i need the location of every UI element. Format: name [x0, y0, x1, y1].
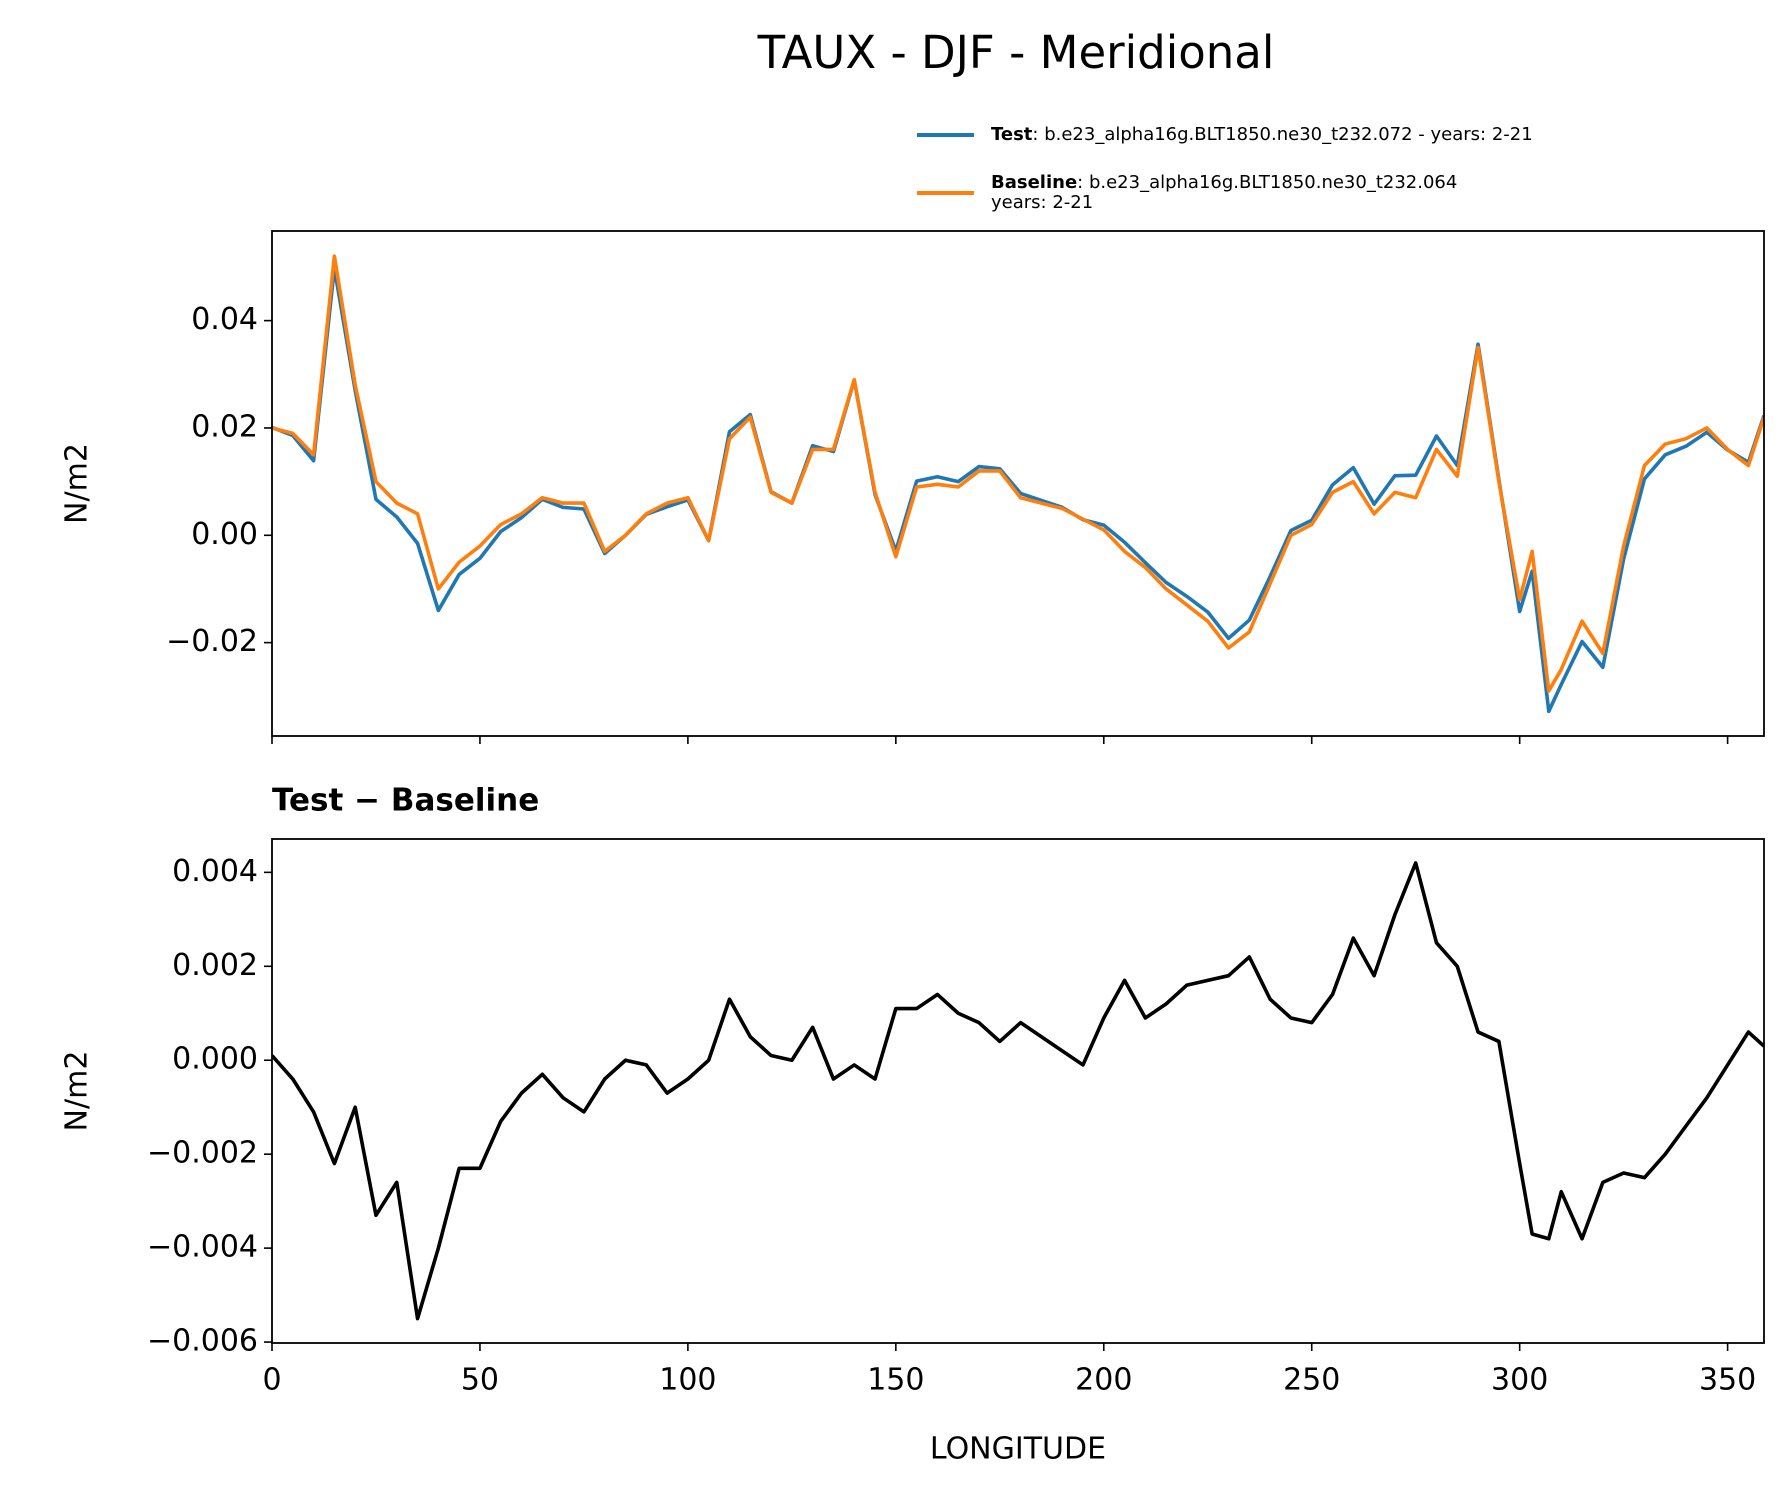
legend-name: Baseline [991, 172, 1077, 193]
x-tick-label: 300 [1491, 1363, 1548, 1398]
legend-entry: Test: b.e23_alpha16g.BLT1850.ne30_t232.0… [991, 124, 1533, 145]
y-tick-label: 0.04 [191, 302, 258, 337]
y-tick-label: 0.002 [172, 948, 258, 983]
y-tick-label: −0.006 [147, 1324, 258, 1359]
x-tick-label: 150 [867, 1363, 924, 1398]
axes-frame [271, 838, 1765, 1344]
y-axis-label: N/m2 [60, 1051, 95, 1132]
y-tick-label: 0.004 [172, 854, 258, 889]
data-line [272, 254, 1764, 693]
data-line [272, 861, 1764, 1321]
x-tick-label: 100 [659, 1363, 716, 1398]
legend-label: : b.e23_alpha16g.BLT1850.ne30_t232.064 [1077, 172, 1457, 193]
x-axis-label: LONGITUDE [930, 1432, 1106, 1467]
axes-frame [271, 230, 1765, 737]
x-tick-label: 350 [1699, 1363, 1756, 1398]
x-tick-label: 250 [1283, 1363, 1340, 1398]
y-tick-label: −0.002 [147, 1136, 258, 1171]
y-tick-label: −0.004 [147, 1230, 258, 1265]
y-tick-label: 0.02 [191, 409, 258, 444]
legend-entry: Baseline: b.e23_alpha16g.BLT1850.ne30_t2… [991, 172, 1457, 193]
x-tick-label: 0 [262, 1363, 281, 1398]
legend-label: years: 2-21 [991, 192, 1093, 213]
subplot-title: Test − Baseline [272, 783, 539, 819]
x-tick-label: 50 [461, 1363, 499, 1398]
legend-name: Test [991, 124, 1033, 145]
figure-title: TAUX - DJF - Meridional [757, 26, 1275, 79]
data-line [272, 266, 1764, 714]
y-tick-label: 0.00 [191, 517, 258, 552]
y-tick-label: −0.02 [166, 624, 258, 659]
y-tick-label: 0.000 [172, 1042, 258, 1077]
x-tick-label: 200 [1075, 1363, 1132, 1398]
y-axis-label: N/m2 [60, 443, 95, 524]
legend-label: : b.e23_alpha16g.BLT1850.ne30_t232.072 -… [1032, 124, 1532, 145]
